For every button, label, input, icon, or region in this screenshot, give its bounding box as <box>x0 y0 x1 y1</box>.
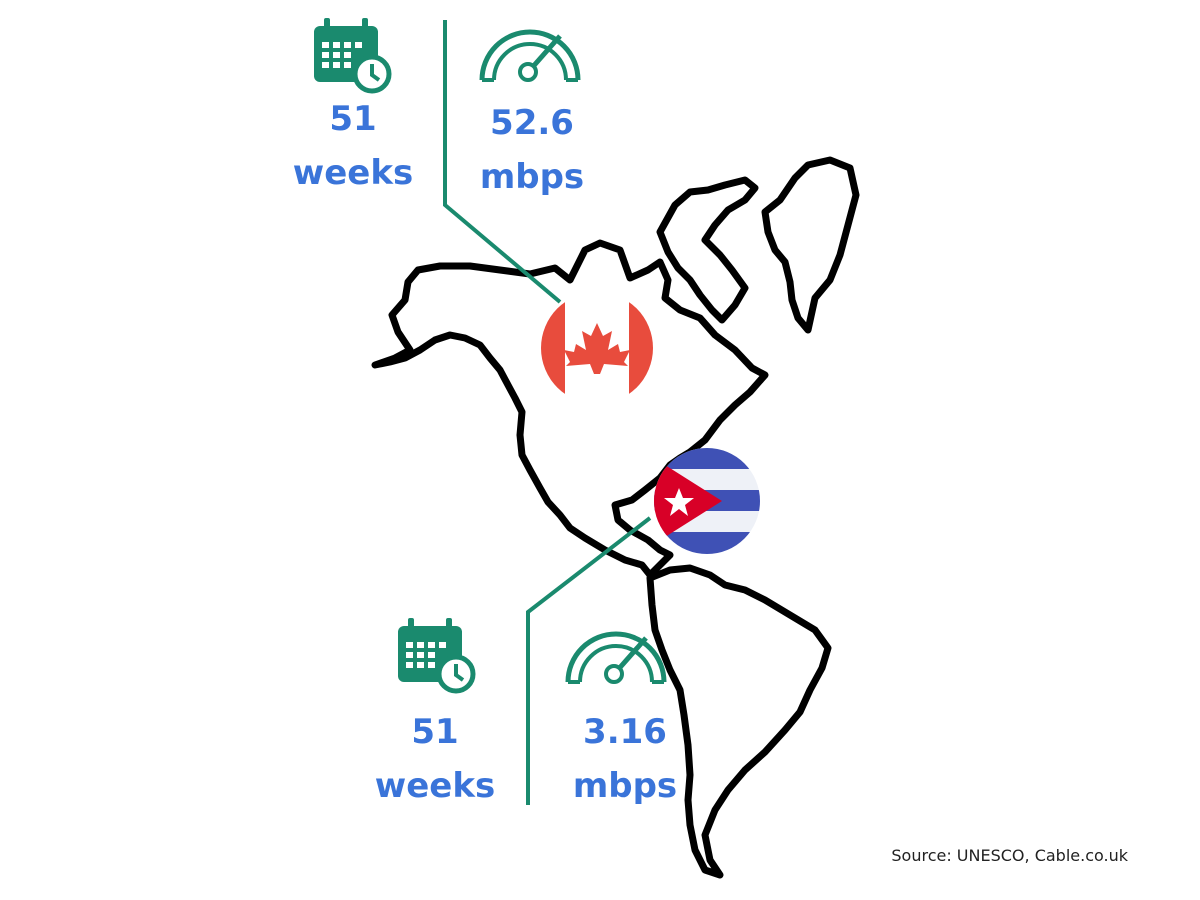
cuba-duration-unit: weeks <box>374 766 496 807</box>
canada-connector-line <box>443 20 562 304</box>
source-caption: Source: UNESCO, Cable.co.uk <box>891 846 1128 865</box>
arctic-islands-outline <box>656 176 759 324</box>
canada-flag-icon <box>541 292 653 404</box>
cuba-speed-value: 3.16 <box>583 712 667 752</box>
cuba-speed-unit: mbps <box>572 766 678 807</box>
canada-speed-stat: 52.6 mbps <box>462 96 602 205</box>
canada-speed-value: 52.6 <box>490 103 574 143</box>
cuba-connector-line <box>526 516 652 805</box>
greenland-outline <box>761 156 860 334</box>
canada-duration-unit: weeks <box>292 153 414 194</box>
cuba-speed-icon <box>565 631 667 684</box>
canada-duration-stat: 51 weeks <box>283 92 423 201</box>
cuba-duration-stat: 51 weeks <box>365 705 505 814</box>
canada-duration-value: 51 <box>329 99 377 139</box>
cuba-speed-stat: 3.16 mbps <box>555 705 695 814</box>
canada-speed-icon <box>479 29 581 82</box>
cuba-duration-icon <box>398 618 476 694</box>
cuba-flag-icon <box>654 448 760 554</box>
canada-speed-unit: mbps <box>479 157 585 198</box>
south-america-outline <box>646 564 832 879</box>
canada-duration-icon <box>314 18 392 94</box>
cuba-duration-value: 51 <box>411 712 459 752</box>
